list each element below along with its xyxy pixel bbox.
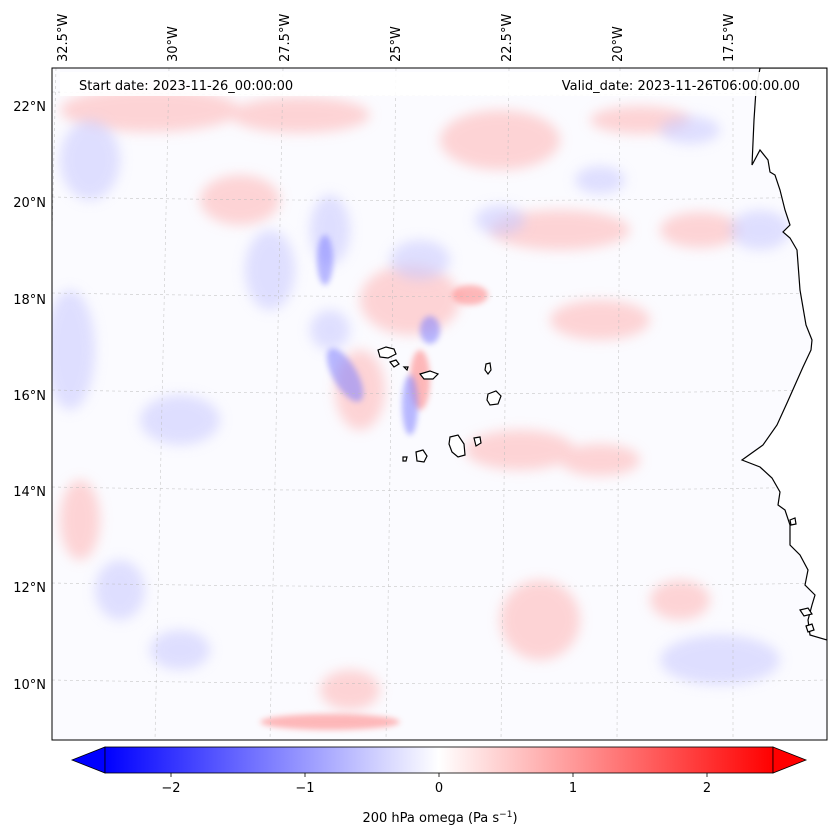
island-brava: [402, 456, 408, 462]
lon-label-22-5w: 22.5°W: [500, 14, 515, 62]
island-santa-luzia: [402, 366, 409, 372]
island-sao-vicente: [388, 359, 400, 368]
latitude-labels: 22°N 20°N 18°N 16°N 14°N 12°N 10°N: [13, 100, 46, 693]
lon-label-27-5w: 27.5°W: [278, 14, 293, 62]
meridian-25w: [385, 68, 397, 740]
lat-label-14n: 14°N: [13, 485, 46, 500]
parallel-14n: [52, 486, 827, 491]
coast-islands-b: [805, 623, 815, 633]
colorbar: −2 −1 0 1 2 200 hPa omega (Pa s−1): [70, 746, 808, 826]
omega-field: [52, 88, 790, 730]
island-sal: [484, 362, 492, 375]
colorbar-label: 200 hPa omega (Pa s−1): [362, 810, 517, 826]
island-santiago: [448, 434, 466, 458]
lat-label-18n: 18°N: [13, 293, 46, 308]
parallel-12n: [52, 582, 827, 587]
island-fogo: [415, 449, 428, 463]
lat-label-12n: 12°N: [13, 581, 46, 596]
map-frame: [51, 67, 828, 741]
meridian-30w: [154, 68, 170, 740]
island-sao-nicolau: [418, 370, 440, 380]
colorbar-tick-label: −1: [295, 781, 314, 796]
coast-islands-a: [799, 607, 813, 617]
island-boa-vista: [486, 390, 502, 406]
map-panel: [52, 68, 827, 740]
lon-label-25w: 25°W: [389, 26, 404, 62]
omega-strong-negative: [317, 235, 440, 435]
colorbar-tick-label: −2: [161, 781, 180, 796]
colorbar-label-main: 200 hPa omega (Pa s: [362, 811, 499, 826]
header-band: [60, 72, 820, 96]
colorbar-gradient: [104, 746, 774, 774]
parallel-18n: [52, 292, 827, 297]
meridian-22-5w: [500, 68, 510, 740]
lon-label-17-5w: 17.5°W: [722, 14, 737, 62]
island-maio: [473, 436, 482, 447]
colorbar-label-exponent: −1: [499, 810, 512, 820]
colorbar-tick-label: 2: [703, 781, 711, 796]
colorbar-tick-label: 1: [569, 781, 577, 796]
omega-positive-regions: [60, 88, 740, 710]
colorbar-ticks: [170, 773, 708, 777]
lon-label-30w: 30°W: [166, 26, 181, 62]
coast-islands-c: [789, 517, 797, 526]
longitude-labels: 32.5°W 30°W 27.5°W 25°W 22.5°W 20°W 17.5…: [56, 14, 737, 62]
start-date-label: Start date: 2023-11-26_00:00:00: [79, 79, 293, 94]
lon-label-32-5w: 32.5°W: [56, 14, 71, 62]
island-santo-antao: [377, 346, 397, 359]
valid-date-label: Valid_date: 2023-11-26T06:00:00.00: [562, 79, 800, 94]
colorbar-extend-high: [772, 746, 808, 774]
cape-verde-islands: [377, 346, 502, 463]
colorbar-label-close: ): [512, 811, 517, 826]
parallel-20n: [52, 196, 827, 201]
colorbar-tick-label: 0: [435, 781, 443, 796]
lat-label-10n: 10°N: [13, 678, 46, 693]
parallel-10n: [52, 679, 827, 684]
lat-label-22n: 22°N: [13, 100, 46, 115]
parallel-16n: [52, 389, 827, 394]
lon-label-20w: 20°W: [611, 26, 626, 62]
omega-negative-regions: [52, 116, 790, 685]
colorbar-extend-low: [70, 746, 106, 774]
lat-label-16n: 16°N: [13, 389, 46, 404]
meridian-20w: [616, 68, 621, 740]
africa-coastline: [740, 68, 827, 641]
lat-label-20n: 20°N: [13, 196, 46, 211]
meridian-27-5w: [269, 68, 284, 740]
africa-landmass: [740, 68, 827, 641]
